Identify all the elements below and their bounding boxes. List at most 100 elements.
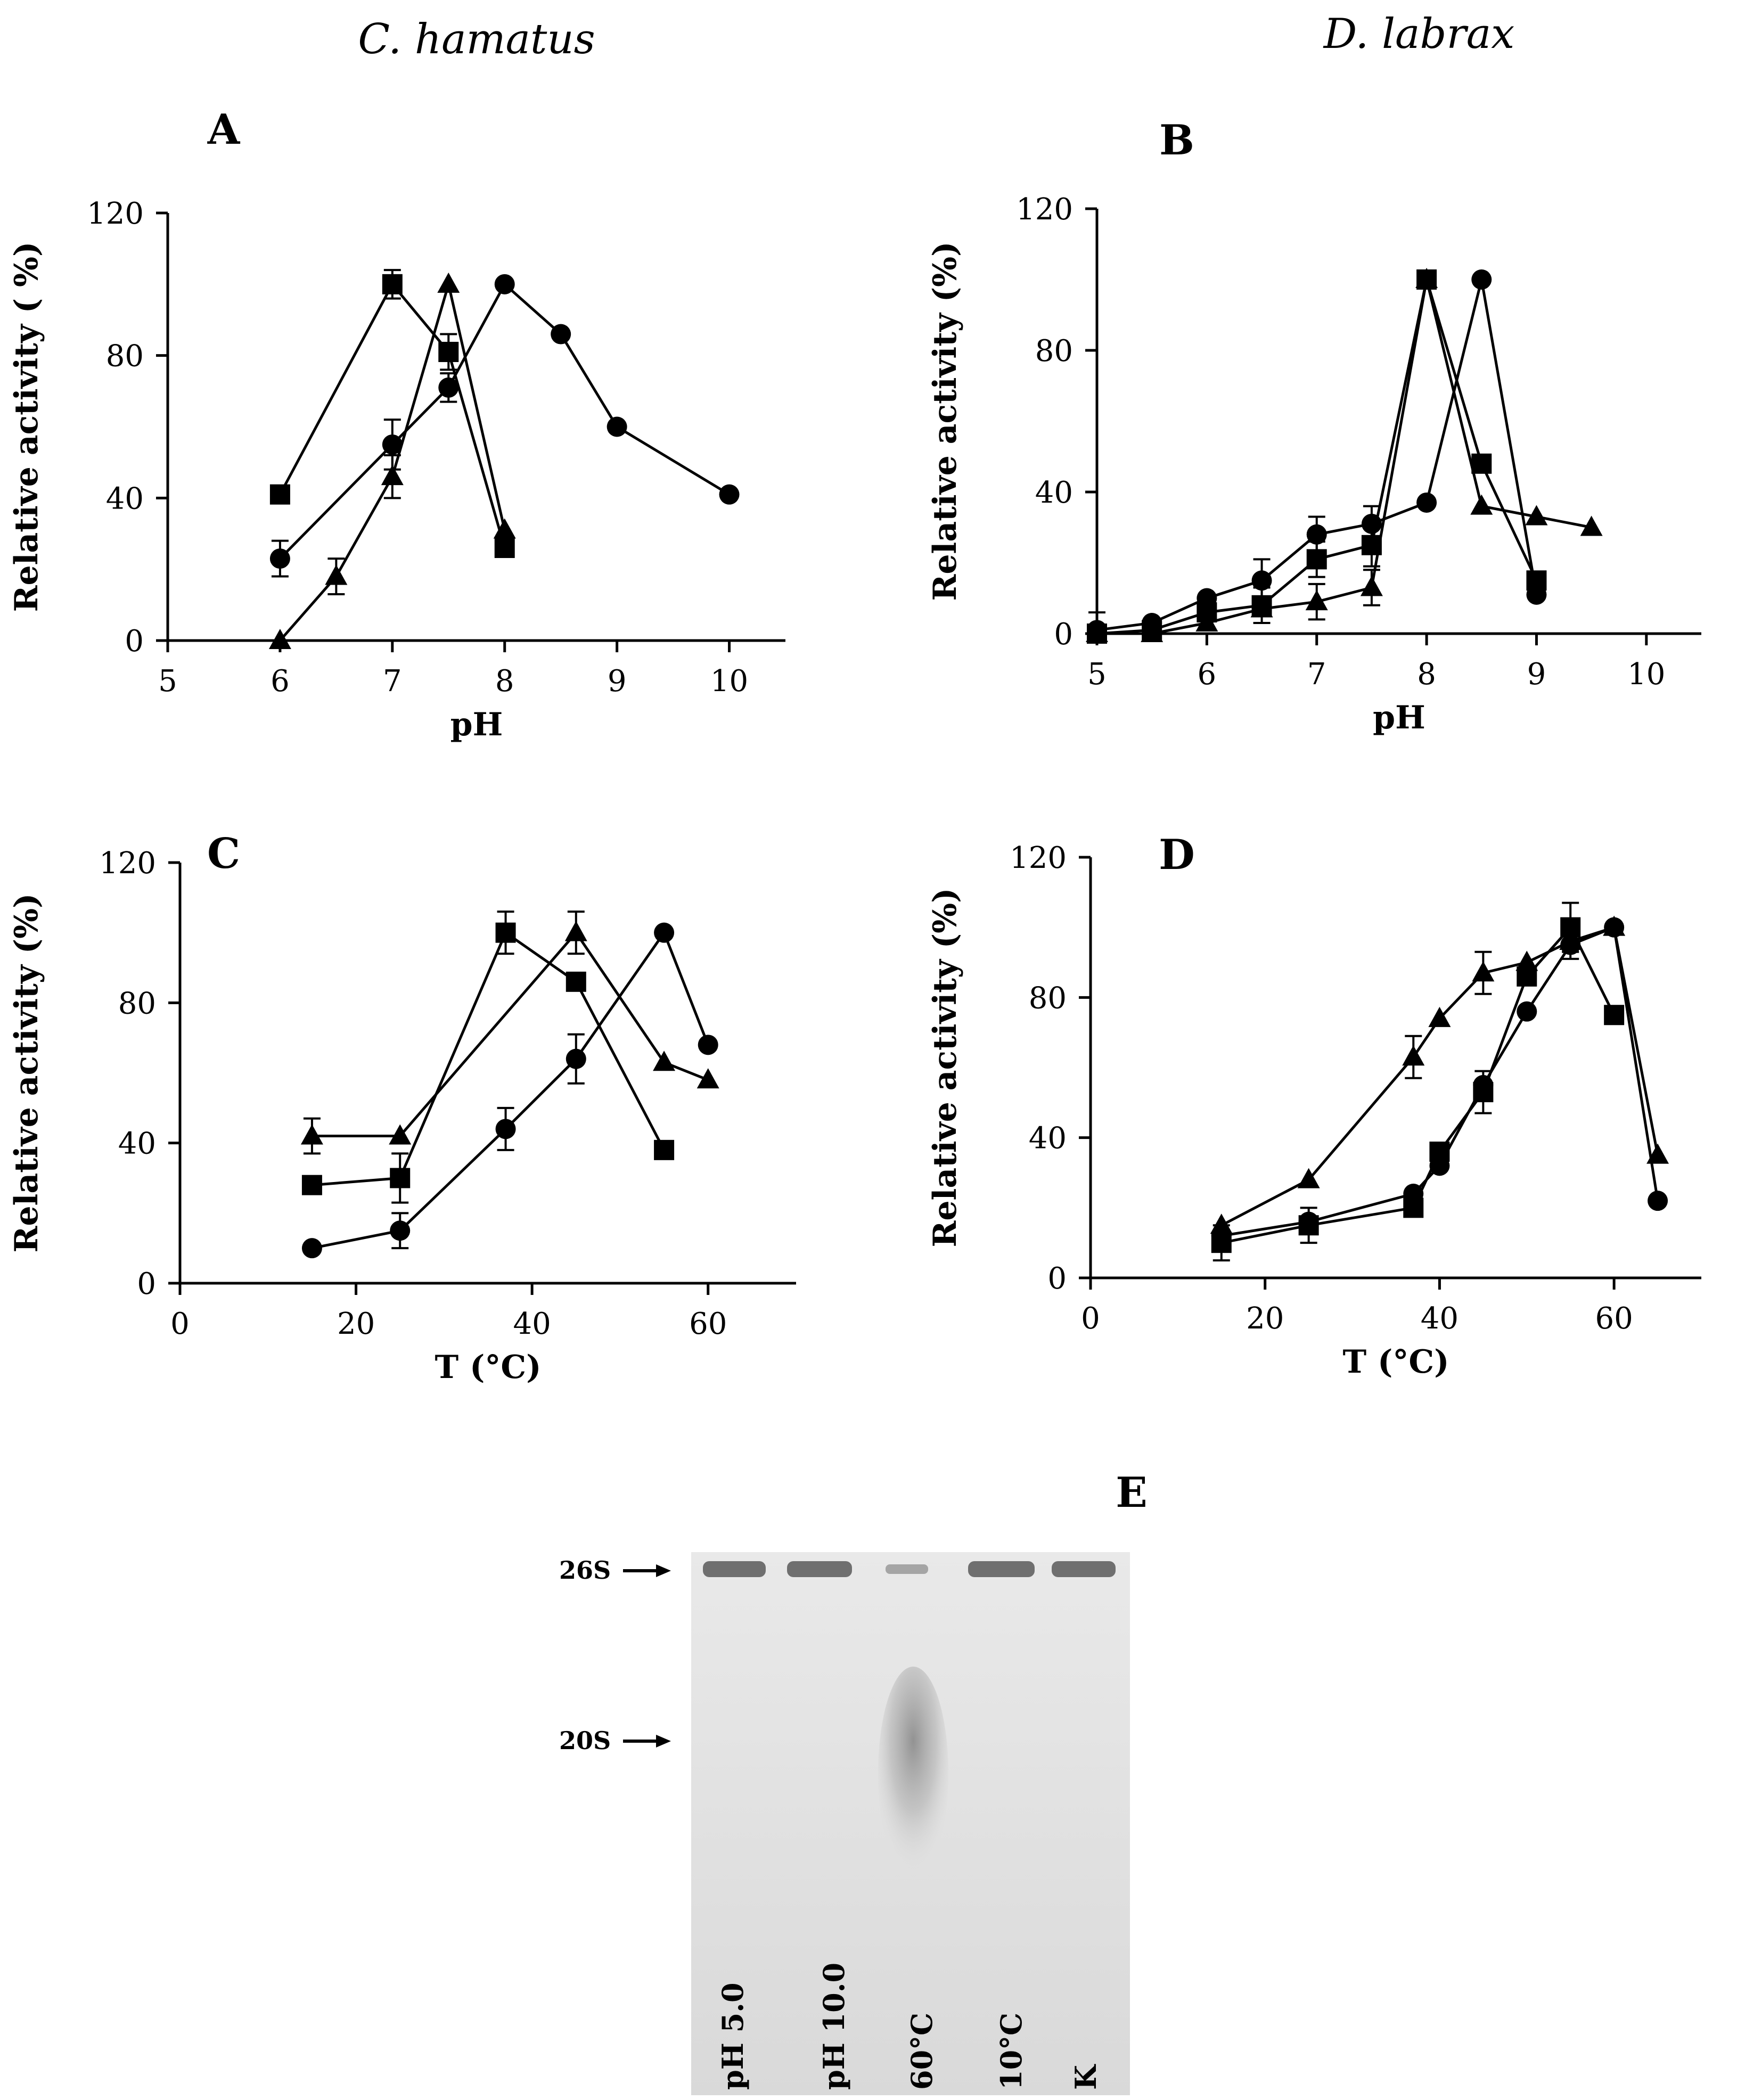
y-tick-label: 80 xyxy=(1029,981,1067,1015)
data-point-triangle xyxy=(1297,1168,1320,1188)
data-point-triangle xyxy=(1305,590,1328,611)
data-point-triangle xyxy=(268,629,291,649)
data-point-circle xyxy=(494,274,515,294)
data-point-circle xyxy=(1560,934,1581,955)
arrow-26s-head xyxy=(656,1564,671,1577)
data-point-square xyxy=(1526,570,1547,591)
y-tick-label: 0 xyxy=(125,624,144,659)
arrow-20s-head xyxy=(656,1735,671,1748)
chart-b: 0 40 80 120 5 6 7 8 9 10 BpH Relative activity (%) xyxy=(927,116,1701,736)
data-point-square xyxy=(438,341,459,362)
series-triangle xyxy=(1086,268,1603,642)
data-point-triangle xyxy=(493,518,516,539)
chart-a: 0 40 80 120 5 6 7 8 9 10 ApH Relative activity ( %) xyxy=(8,105,785,743)
x-tick-label: 9 xyxy=(1527,657,1546,692)
lane-label-60c: 60°C xyxy=(905,2013,939,2090)
data-point-circle xyxy=(438,377,459,398)
panel-label-d: D xyxy=(1159,831,1195,879)
data-point-circle xyxy=(1403,1184,1424,1204)
data-point-circle xyxy=(1211,1226,1232,1246)
band-26s-lane-4 xyxy=(968,1561,1035,1577)
x-tick-label: 40 xyxy=(1421,1301,1459,1336)
band-26s-lane-2 xyxy=(787,1561,852,1577)
data-point-circle xyxy=(382,434,403,455)
data-point-triangle xyxy=(697,1068,719,1089)
data-point-triangle xyxy=(1428,1006,1451,1027)
data-point-square xyxy=(269,484,290,505)
data-point-circle xyxy=(1604,917,1625,938)
data-point-circle xyxy=(390,1220,411,1241)
series-square xyxy=(269,269,515,559)
y-tick-label: 40 xyxy=(106,481,144,516)
series-line xyxy=(312,930,710,1250)
lane-label-ph10: pH 10.0 xyxy=(817,1963,851,2090)
data-point-triangle xyxy=(1250,597,1273,618)
y-tick-label: 40 xyxy=(1035,475,1073,510)
data-point-triangle xyxy=(389,1124,412,1145)
x-tick-label: 7 xyxy=(383,664,402,699)
y-tick-label: 120 xyxy=(1016,192,1073,227)
header-c-hamatus: C. hamatus xyxy=(358,15,595,63)
series-triangle xyxy=(268,272,516,649)
data-point-triangle xyxy=(437,272,460,293)
data-point-circle xyxy=(1306,524,1327,545)
lane-label-10c: 10°C xyxy=(994,2013,1028,2090)
data-point-circle xyxy=(301,1238,322,1259)
data-point-circle xyxy=(1648,1191,1668,1211)
data-point-triangle xyxy=(1525,505,1548,526)
series-line xyxy=(312,930,709,1137)
series-circle xyxy=(1211,917,1668,1246)
data-point-circle xyxy=(1471,269,1492,290)
series-line xyxy=(1097,279,1592,635)
series-circle xyxy=(269,274,740,578)
y-tick-label: 120 xyxy=(99,846,156,881)
gel-panel: E 26S 20S pH 5.0 pH 10.0 60°C 10°C K xyxy=(559,1469,1148,2095)
data-point-square xyxy=(1306,549,1327,570)
data-point-square xyxy=(1604,1005,1625,1026)
y-tick-label: 80 xyxy=(106,339,144,374)
x-tick-label: 40 xyxy=(513,1307,551,1341)
data-point-circle xyxy=(1429,1155,1450,1176)
data-point-triangle xyxy=(653,1051,676,1071)
x-tick-label: 0 xyxy=(1081,1301,1100,1336)
y-axis-label: Relative activity (%) xyxy=(927,242,964,601)
x-tick-label: 60 xyxy=(689,1307,727,1341)
x-tick-label: 5 xyxy=(158,664,177,699)
y-tick-label: 40 xyxy=(118,1127,156,1161)
y-tick-label: 0 xyxy=(1054,617,1073,652)
y-tick-label: 40 xyxy=(1029,1121,1067,1156)
data-point-triangle xyxy=(1472,961,1495,982)
x-tick-label: 5 xyxy=(1087,657,1107,692)
panel-label-c: C xyxy=(207,830,240,878)
data-point-square xyxy=(566,971,586,992)
data-point-square xyxy=(1471,453,1492,474)
data-point-circle xyxy=(269,548,290,569)
y-tick-label: 80 xyxy=(118,986,156,1021)
series-triangle xyxy=(1210,915,1669,1234)
x-axis-label: pH xyxy=(450,706,503,743)
series-circle xyxy=(301,922,718,1259)
data-point-triangle xyxy=(564,921,587,941)
y-tick-label: 120 xyxy=(1010,841,1067,875)
data-point-triangle xyxy=(1470,494,1493,515)
band-26s-lane-3 xyxy=(886,1564,928,1574)
data-point-circle xyxy=(1416,492,1437,513)
data-point-triangle xyxy=(1402,1045,1425,1066)
series-triangle xyxy=(300,910,719,1155)
y-axis-label: Relative activity (%) xyxy=(927,888,964,1248)
band-26s-lane-1 xyxy=(703,1561,766,1577)
x-tick-label: 0 xyxy=(170,1307,190,1341)
x-tick-label: 7 xyxy=(1307,657,1326,692)
y-tick-label: 0 xyxy=(137,1267,156,1301)
series-square xyxy=(1211,901,1625,1262)
chart-d: 0 40 80 120 0 20 40 60 D T (°C) Relative activity … xyxy=(927,831,1701,1381)
data-point-triangle xyxy=(300,1124,323,1145)
header-d-labrax: D. labrax xyxy=(1323,10,1515,58)
y-tick-label: 80 xyxy=(1035,334,1073,368)
data-point-circle xyxy=(719,484,740,505)
x-tick-label: 10 xyxy=(1627,657,1665,692)
x-tick-label: 8 xyxy=(1417,657,1436,692)
band-26s-lane-5 xyxy=(1052,1561,1116,1577)
